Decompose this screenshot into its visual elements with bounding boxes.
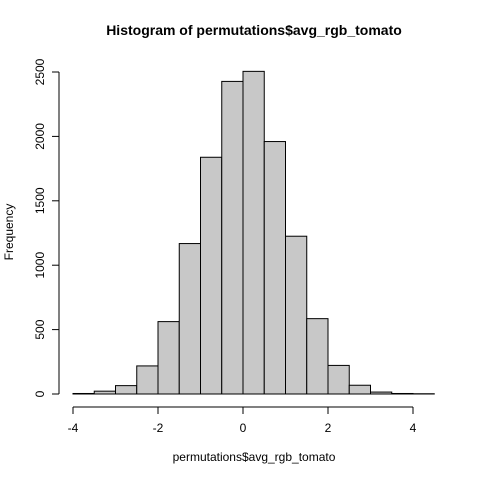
histogram-bar	[178, 243, 201, 395]
x-tick-label: 0	[240, 421, 247, 435]
y-tick-label: 1500	[33, 187, 47, 214]
x-tick-label: -4	[68, 421, 79, 435]
y-tick-label: 2500	[33, 58, 47, 85]
histogram-bar	[327, 364, 350, 395]
y-axis: 0 500 1000 1500 2000 2500	[33, 58, 60, 397]
histogram-bar	[72, 392, 95, 395]
histogram-bar	[115, 385, 138, 395]
histogram-bar	[391, 392, 414, 395]
histogram-bar	[263, 141, 286, 395]
y-tick-label: 2000	[33, 123, 47, 150]
histogram-bar	[136, 365, 159, 395]
y-tick-label: 1000	[33, 252, 47, 279]
x-tick-label: -2	[153, 421, 164, 435]
y-tick-label: 500	[33, 319, 47, 339]
x-axis: -4 -2 0 2 4	[68, 406, 417, 435]
histogram-bar	[242, 70, 265, 395]
histogram-bar	[93, 390, 116, 395]
histogram-bar	[285, 235, 308, 395]
x-tick-label: 4	[410, 421, 417, 435]
histogram-bar	[348, 384, 371, 395]
histogram-bar	[200, 156, 223, 395]
histogram-bar	[157, 321, 180, 395]
x-axis-label: permutations$avg_rgb_tomato	[173, 450, 336, 464]
chart-title: Histogram of permutations$avg_rgb_tomato	[106, 22, 402, 38]
y-axis-label: Frequency	[2, 204, 16, 261]
y-tick-label: 0	[33, 390, 47, 397]
x-tick-label: 2	[325, 421, 332, 435]
histogram-bar	[221, 80, 244, 395]
histogram-bar	[370, 391, 393, 395]
histogram-bar	[306, 318, 329, 395]
histogram-bars	[72, 70, 435, 395]
